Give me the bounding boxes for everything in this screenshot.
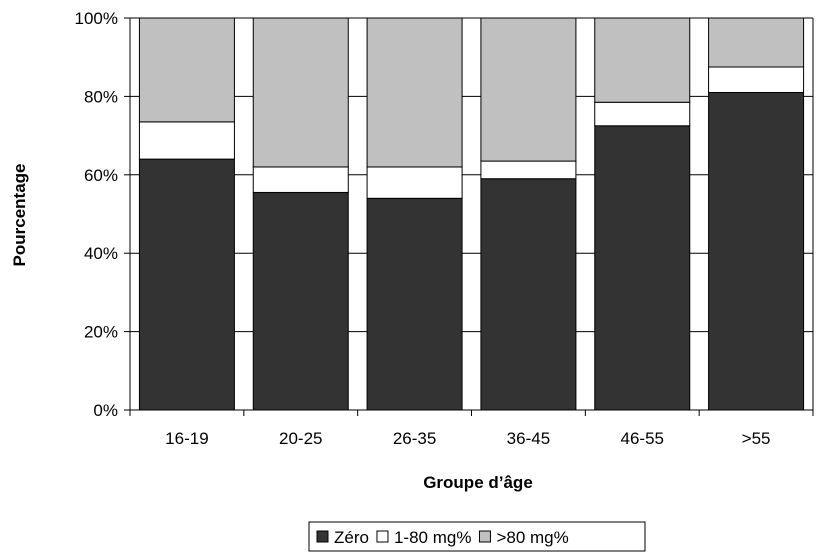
bar-26-35-series-0 bbox=[366, 197, 463, 411]
bar-36-45-series-1 bbox=[480, 160, 577, 180]
bar-36-45-series-0 bbox=[480, 178, 577, 411]
bar-26-35-series-1 bbox=[366, 166, 463, 199]
bar-20-25-series-0 bbox=[252, 191, 349, 411]
axes bbox=[124, 17, 814, 416]
x-tick-label: 16-19 bbox=[165, 429, 208, 448]
legend-swatch-1 bbox=[376, 530, 389, 543]
bar-46-55-series-2 bbox=[594, 17, 691, 103]
y-tick-label: 80% bbox=[84, 87, 118, 106]
tick-labels: 16-19 20-25 26-35 36-45 46-55 >55 0% 20% 40% 60% 8… bbox=[75, 9, 771, 448]
legend-swatch-2 bbox=[478, 530, 491, 543]
bar-20-25-series-1 bbox=[252, 166, 349, 193]
bar-26-35-series-2 bbox=[366, 17, 463, 168]
bar->55-series-2 bbox=[708, 17, 805, 68]
bar-16-19-series-1 bbox=[138, 121, 235, 160]
legend: Zéro 1-80 mg% >80 mg% bbox=[308, 521, 646, 552]
legend-label-1: 1-80 mg% bbox=[394, 528, 471, 547]
bar->55-series-1 bbox=[708, 66, 805, 93]
legend-label-2: >80 mg% bbox=[496, 528, 568, 547]
y-tick-label: 40% bbox=[84, 244, 118, 263]
x-tick-label: >55 bbox=[742, 429, 771, 448]
x-tick-label: 46-55 bbox=[621, 429, 664, 448]
legend-label-0: Zéro bbox=[334, 528, 369, 547]
bars bbox=[138, 17, 805, 411]
y-axis-title: Pourcentage bbox=[10, 164, 29, 267]
x-tick-label: 36-45 bbox=[507, 429, 550, 448]
x-axis-title: Groupe d’âge bbox=[423, 473, 533, 492]
bar-46-55-series-1 bbox=[594, 101, 691, 127]
x-tick-label: 20-25 bbox=[279, 429, 322, 448]
bar->55-series-0 bbox=[708, 91, 805, 411]
y-tick-label: 20% bbox=[84, 323, 118, 342]
bar-46-55-series-0 bbox=[594, 125, 691, 411]
x-tick-label: 26-35 bbox=[393, 429, 436, 448]
y-tick-label: 100% bbox=[75, 9, 118, 28]
y-tick-label: 0% bbox=[93, 401, 118, 420]
legend-swatch-0 bbox=[316, 530, 329, 543]
y-tick-label: 60% bbox=[84, 166, 118, 185]
legend-box bbox=[308, 521, 646, 552]
bar-16-19-series-2 bbox=[138, 17, 235, 123]
bar-20-25-series-2 bbox=[252, 17, 349, 168]
bar-16-19-series-0 bbox=[138, 158, 235, 411]
bar-36-45-series-2 bbox=[480, 17, 577, 162]
